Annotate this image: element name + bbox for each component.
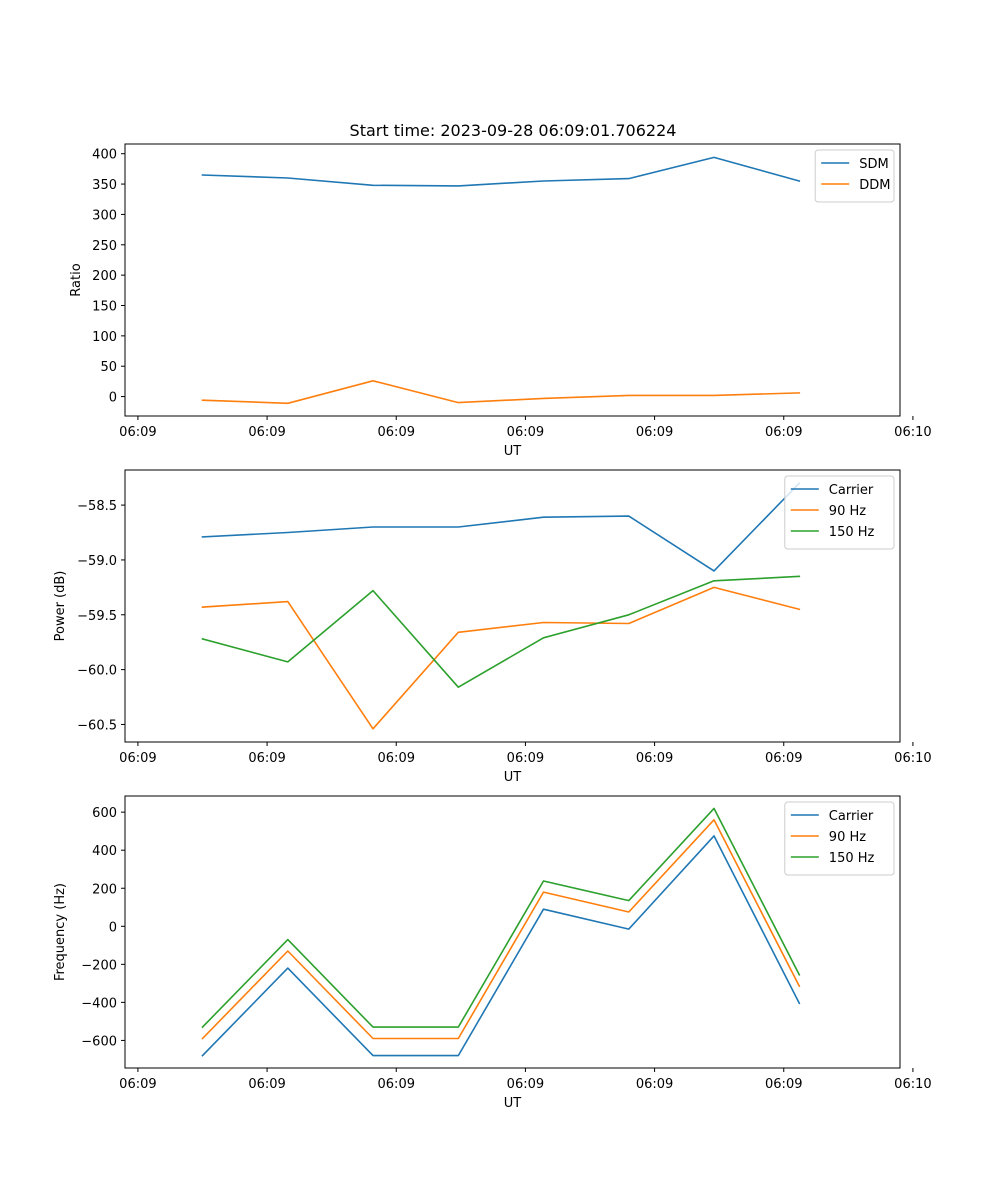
y-tick-label: 0 bbox=[109, 391, 117, 406]
series-line-150-hz bbox=[201, 807, 801, 1029]
x-tick-label: 06:09 bbox=[119, 751, 156, 766]
y-tick-label: −600 bbox=[81, 1034, 117, 1049]
axes-frame bbox=[124, 143, 901, 417]
y-tick-label: −200 bbox=[81, 958, 117, 973]
y-tick-label: −58.5 bbox=[77, 499, 117, 514]
legend-label: Carrier bbox=[829, 809, 874, 824]
legend-label: 150 Hz bbox=[829, 851, 875, 866]
y-tick-label: 0 bbox=[109, 920, 117, 935]
x-tick-label: 06:10 bbox=[894, 1077, 931, 1092]
x-tick-label: 06:09 bbox=[507, 751, 544, 766]
y-axis-label: Frequency (Hz) bbox=[53, 883, 68, 981]
legend: Carrier 90 Hz 150 Hz bbox=[784, 801, 895, 876]
panels: 06:09 06:09 06:09 06:09 06:09 06:09 06:10 0 50 10… bbox=[53, 143, 932, 1111]
series-line-90-hz bbox=[201, 818, 801, 1040]
legend-label: DDM bbox=[859, 178, 890, 193]
y-tick-label: −59.5 bbox=[77, 609, 117, 624]
y-tick-label: −60.0 bbox=[77, 664, 117, 679]
x-axis-label: UT bbox=[504, 770, 522, 785]
x-tick-label: 06:09 bbox=[378, 1077, 415, 1092]
y-tick-label: 300 bbox=[92, 208, 117, 223]
x-tick-label: 06:09 bbox=[119, 1077, 156, 1092]
x-tick-label: 06:09 bbox=[765, 425, 802, 440]
x-tick-label: 06:09 bbox=[378, 425, 415, 440]
y-tick-label: −400 bbox=[81, 996, 117, 1011]
y-tick-label: 200 bbox=[92, 882, 117, 897]
x-tick-label: 06:09 bbox=[636, 425, 673, 440]
x-tick-label: 06:10 bbox=[894, 425, 931, 440]
legend-label: 90 Hz bbox=[829, 504, 866, 519]
y-tick-label: 150 bbox=[92, 300, 117, 315]
series-line-carrier bbox=[201, 482, 801, 572]
x-tick-label: 06:09 bbox=[636, 751, 673, 766]
x-tick-label: 06:09 bbox=[636, 1077, 673, 1092]
legend: SDM DDM bbox=[814, 149, 895, 203]
x-tick-label: 06:10 bbox=[894, 751, 931, 766]
series-line-90-hz bbox=[201, 586, 801, 730]
series-line-carrier bbox=[201, 835, 801, 1057]
axes-frame bbox=[124, 795, 901, 1069]
y-tick-label: 600 bbox=[92, 806, 117, 821]
y-tick-label: 400 bbox=[92, 844, 117, 859]
x-tick-label: 06:09 bbox=[248, 1077, 285, 1092]
x-tick-label: 06:09 bbox=[248, 751, 285, 766]
y-tick-label: −60.5 bbox=[77, 718, 117, 733]
legend: Carrier 90 Hz 150 Hz bbox=[784, 475, 895, 550]
y-tick-label: −59.0 bbox=[77, 554, 117, 569]
x-tick-label: 06:09 bbox=[378, 751, 415, 766]
legend-label: 150 Hz bbox=[829, 525, 875, 540]
x-axis-label: UT bbox=[504, 444, 522, 459]
y-axis-label: Ratio bbox=[69, 263, 84, 296]
x-tick-label: 06:09 bbox=[248, 425, 285, 440]
series-line-sdm bbox=[201, 156, 801, 187]
x-tick-label: 06:09 bbox=[119, 425, 156, 440]
chart-title: Start time: 2023-09-28 06:09:01.706224 bbox=[350, 121, 677, 140]
legend-label: 90 Hz bbox=[829, 830, 866, 845]
x-tick-label: 06:09 bbox=[507, 425, 544, 440]
y-tick-label: 250 bbox=[92, 239, 117, 254]
panel-1: 06:09 06:09 06:09 06:09 06:09 06:09 06:10 0 50 10… bbox=[69, 143, 932, 459]
x-axis-label: UT bbox=[504, 1096, 522, 1111]
y-tick-label: 100 bbox=[92, 330, 117, 345]
series-line-150-hz bbox=[201, 575, 801, 689]
axes-frame bbox=[124, 469, 901, 743]
legend-label: SDM bbox=[859, 157, 888, 172]
y-tick-label: 200 bbox=[92, 269, 117, 284]
y-tick-label: 400 bbox=[92, 148, 117, 163]
x-tick-label: 06:09 bbox=[765, 751, 802, 766]
y-tick-label: 350 bbox=[92, 178, 117, 193]
legend-label: Carrier bbox=[829, 483, 874, 498]
panel-2: 06:09 06:09 06:09 06:09 06:09 06:09 06:10 −60.5… bbox=[53, 469, 932, 785]
y-axis-label: Power (dB) bbox=[53, 571, 68, 642]
series-line-ddm bbox=[201, 379, 801, 405]
y-tick-label: 50 bbox=[100, 360, 117, 375]
panel-3: 06:09 06:09 06:09 06:09 06:09 06:09 06:10 −600 −… bbox=[53, 795, 932, 1111]
x-tick-label: 06:09 bbox=[507, 1077, 544, 1092]
x-tick-label: 06:09 bbox=[765, 1077, 802, 1092]
